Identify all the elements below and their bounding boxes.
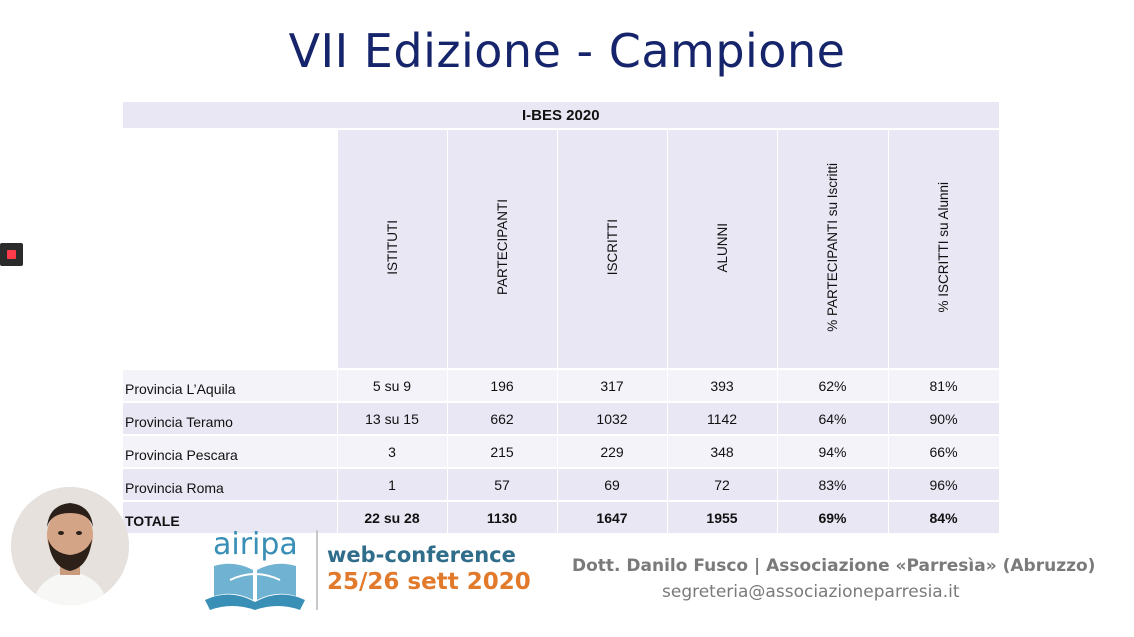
data-table: I-BES 2020 ISTITUTI PARTECIPANTI ISCRITT…: [123, 102, 1000, 535]
table-caption: I-BES 2020: [123, 102, 1000, 130]
table-cell: 69: [557, 468, 668, 502]
contact-email: segreteria@associazioneparresia.it: [662, 582, 960, 602]
table-cell: 66%: [888, 435, 1000, 469]
table-cell: 96%: [888, 468, 1000, 502]
slide-title: VII Edizione - Campione: [288, 24, 846, 78]
column-header-label: PARTECIPANTI: [494, 199, 510, 296]
column-header: PARTECIPANTI: [447, 129, 558, 370]
table-cell: 3: [337, 435, 448, 469]
table-cell: 81%: [888, 369, 1000, 403]
row-label: Provincia Teramo: [123, 402, 338, 436]
table-cell: 393: [667, 369, 778, 403]
record-stop-button[interactable]: [0, 243, 23, 266]
table-cell: 72: [667, 468, 778, 502]
row-label: Provincia Pescara: [123, 435, 338, 469]
column-header: ALUNNI: [667, 129, 778, 370]
table-cell: 62%: [777, 369, 889, 403]
table-cell: 64%: [777, 402, 889, 436]
table-cell: 196: [447, 369, 558, 403]
table-cell: 13 su 15: [337, 402, 448, 436]
record-stop-icon: [7, 250, 16, 259]
table-cell: 348: [667, 435, 778, 469]
row-label: Provincia Roma: [123, 468, 338, 502]
table-cell: 94%: [777, 435, 889, 469]
table-row: Provincia Roma 1 57 69 72 83% 96%: [123, 468, 1000, 502]
column-header-label: ISCRITTI: [604, 219, 620, 276]
conference-label: web-conference: [327, 543, 516, 567]
table-cell: 215: [447, 435, 558, 469]
column-header-label: ISTITUTI: [384, 220, 400, 275]
table-cell: 83%: [777, 468, 889, 502]
table-cell: 229: [557, 435, 668, 469]
total-cell: 1130: [447, 501, 558, 535]
speaker-avatar: [11, 487, 129, 605]
total-label: TOTALE: [123, 501, 338, 535]
column-header-label: ALUNNI: [714, 222, 730, 273]
row-label: Provincia L’Aquila: [123, 369, 338, 403]
table-cell: 317: [557, 369, 668, 403]
airipa-logo-text: airipa: [213, 527, 298, 562]
column-header: ISTITUTI: [337, 129, 448, 370]
column-header-label: % PARTECIPANTI su Iscritti: [825, 163, 840, 332]
total-cell: 69%: [777, 501, 889, 535]
conference-dates: 25/26 sett 2020: [327, 569, 531, 595]
total-cell: 84%: [888, 501, 1000, 535]
footer-divider: [316, 530, 318, 610]
speaker-credit: Dott. Danilo Fusco | Associazione «Parre…: [572, 556, 1096, 576]
table-cell: 1142: [667, 402, 778, 436]
table-cell: 1032: [557, 402, 668, 436]
header-blank-cell: [123, 129, 338, 370]
total-cell: 1647: [557, 501, 668, 535]
column-header-label: % ISCRITTI su Alunni: [936, 182, 952, 313]
table-cell: 1: [337, 468, 448, 502]
column-header: ISCRITTI: [557, 129, 668, 370]
column-header: % ISCRITTI su Alunni: [888, 129, 1000, 370]
table-caption-row: I-BES 2020: [123, 102, 1000, 130]
table-cell: 5 su 9: [337, 369, 448, 403]
airipa-book-logo: [205, 563, 305, 610]
table-row: Provincia Teramo 13 su 15 662 1032 1142 …: [123, 402, 1000, 436]
table-cell: 57: [447, 468, 558, 502]
table-cell: 662: [447, 402, 558, 436]
table-row: Provincia L’Aquila 5 su 9 196 317 393 62…: [123, 369, 1000, 403]
column-header: % PARTECIPANTI su Iscritti: [777, 129, 889, 370]
table-header-row: ISTITUTI PARTECIPANTI ISCRITTI ALUNNI % …: [123, 129, 1000, 370]
total-cell: 1955: [667, 501, 778, 535]
table-row: Provincia Pescara 3 215 229 348 94% 66%: [123, 435, 1000, 469]
total-cell: 22 su 28: [337, 501, 448, 535]
total-row: TOTALE 22 su 28 1130 1647 1955 69% 84%: [123, 501, 1000, 535]
table-cell: 90%: [888, 402, 1000, 436]
